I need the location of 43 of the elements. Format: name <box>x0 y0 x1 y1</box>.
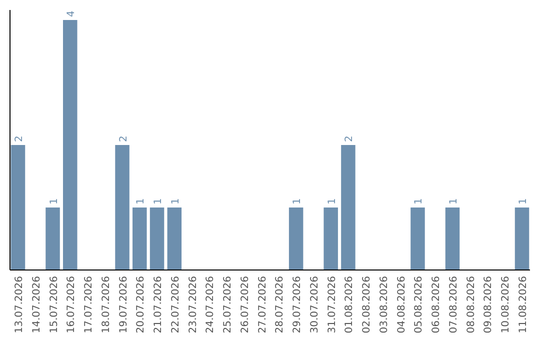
x-tick-label: 13.07.2026 <box>14 276 25 334</box>
x-tick-label: 05.08.2026 <box>414 276 425 334</box>
x-tick-label: 16.07.2026 <box>66 276 78 334</box>
data-label: 1 <box>414 198 425 204</box>
x-tick-label: 10.08.2026 <box>500 276 512 334</box>
data-label: 1 <box>136 198 147 204</box>
x-tick-label: 27.07.2026 <box>257 276 268 334</box>
x-tick-label: 31.07.2026 <box>326 276 338 334</box>
data-label: 1 <box>48 198 60 204</box>
x-tick-label: 22.07.2026 <box>170 276 182 334</box>
data-label: 1 <box>326 198 338 204</box>
x-tick-label: 29.07.2026 <box>292 276 304 334</box>
data-label: 1 <box>518 198 530 204</box>
x-tick-label: 21.07.2026 <box>153 276 164 334</box>
x-tick-label: 24.07.2026 <box>205 276 216 334</box>
data-label: 1 <box>448 198 460 204</box>
x-tick-label: 15.07.2026 <box>48 276 60 334</box>
x-tick-label: 18.07.2026 <box>100 276 112 334</box>
data-label: 2 <box>118 136 130 142</box>
x-tick-label: 30.07.2026 <box>309 276 320 334</box>
x-tick-label: 17.07.2026 <box>84 276 95 334</box>
x-tick-label: 20.07.2026 <box>136 276 147 334</box>
x-tick-label: 04.08.2026 <box>396 276 408 334</box>
x-tick-label: 11.08.2026 <box>518 276 530 334</box>
data-label: 1 <box>153 198 164 204</box>
x-tick-label: 19.07.2026 <box>118 276 130 334</box>
x-tick-label: 01.08.2026 <box>344 276 356 334</box>
data-label: 1 <box>170 198 182 204</box>
x-tick-label: 26.07.2026 <box>240 276 251 334</box>
data-label: 2 <box>14 136 25 142</box>
x-tick-label: 07.08.2026 <box>448 276 460 334</box>
x-tick-label: 14.07.2026 <box>31 276 42 334</box>
data-label: 2 <box>344 136 356 142</box>
x-tick-label: 09.08.2026 <box>483 276 494 334</box>
data-label: 4 <box>66 10 78 17</box>
x-tick-label: 28.07.2026 <box>274 276 286 334</box>
x-tick-label: 23.07.2026 <box>188 276 199 334</box>
x-tick-label: 02.08.2026 <box>362 276 373 334</box>
data-label: 1 <box>292 198 304 204</box>
x-tick-label: 25.07.2026 <box>222 276 234 334</box>
x-tick-label: 06.08.2026 <box>431 276 442 334</box>
x-tick-label: 08.08.2026 <box>466 276 477 334</box>
x-tick-label: 03.08.2026 <box>378 276 390 334</box>
